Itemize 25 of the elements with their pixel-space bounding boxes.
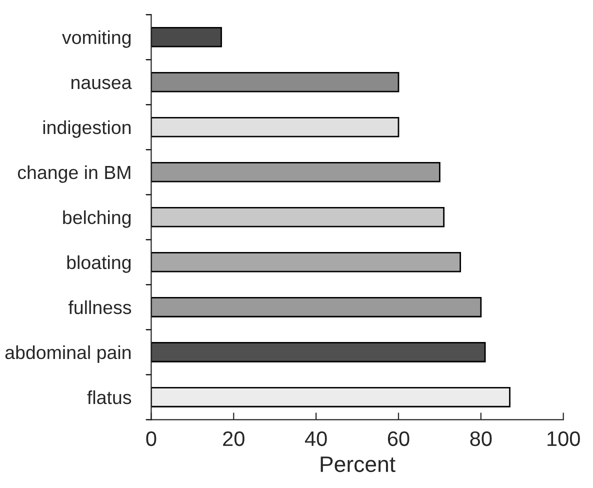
y-tick-label: bloating [67,255,131,273]
y-tick-label: change in BM [18,165,130,183]
y-tick-label: abdominal pain [5,345,131,363]
bar [151,297,482,318]
bar [151,72,400,92]
y-tick-label: fullness [68,300,132,314]
bar [151,26,222,48]
bar [151,342,486,362]
y-tick-label: flatus [87,390,132,404]
y-tick-label: vomiting [62,30,131,48]
y-tick-label: nausea [72,78,132,90]
x-tick-label: 60 [388,431,410,446]
y-tick-label: belching [63,210,131,228]
x-tick-label: 40 [304,431,327,446]
bar [151,162,440,182]
x-tick-label: 20 [223,431,244,446]
bar [151,252,462,272]
x-axis-title: Percent [320,456,396,472]
bar [151,117,400,138]
x-tick-label: 0 [146,431,156,446]
y-tick-label: indigestion [43,120,131,138]
x-tick-label: 80 [470,431,492,446]
bar [151,387,510,408]
bar [151,207,445,228]
x-tick-label: 100 [548,431,580,446]
